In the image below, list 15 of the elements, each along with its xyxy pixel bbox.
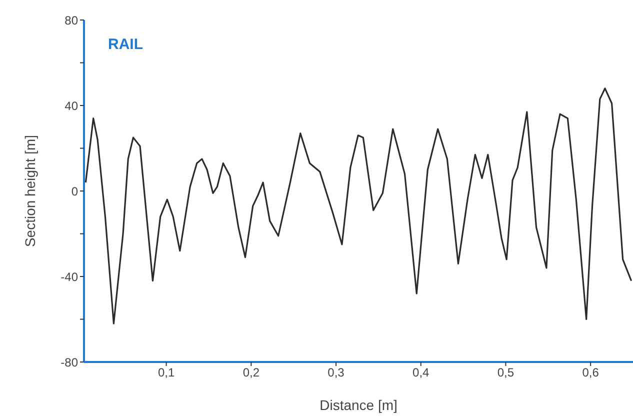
x-tick-label: 0,2: [242, 366, 260, 380]
x-tick-label: 0,3: [328, 366, 345, 380]
y-tick-label: 40: [64, 98, 78, 113]
x-axis-title: Distance [m]: [320, 397, 398, 413]
y-tick-label: -80: [60, 355, 78, 370]
x-tick-label: 0,5: [497, 366, 514, 380]
x-tick-label: 0,1: [158, 366, 175, 380]
y-tick-label: 0: [71, 184, 78, 198]
x-tick-label: 0,4: [412, 366, 430, 380]
text: RAIL: [108, 36, 143, 53]
y-tick-label: -40: [60, 270, 78, 284]
y-axis-title: Section height [m]: [22, 134, 38, 248]
x-tick-label: 0,6: [582, 366, 600, 380]
line-series: [84, 88, 632, 324]
y-tick-label: 80: [64, 13, 78, 28]
